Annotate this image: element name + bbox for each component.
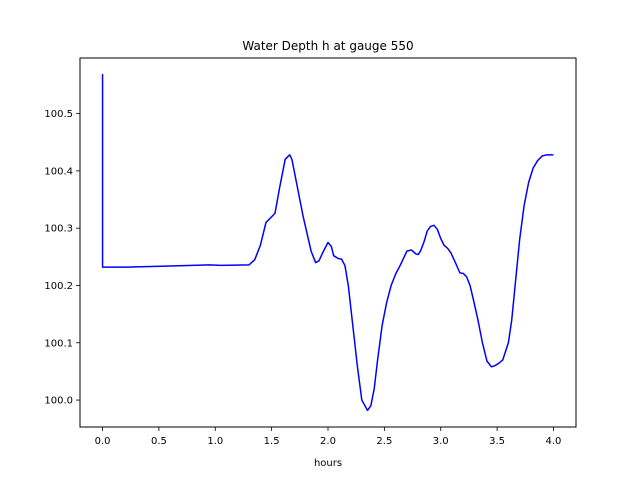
y-axis-ticks: 100.0 100.1 100.2 100.3 100.4 100.5 — [44, 109, 80, 407]
y-tick-label: 100.4 — [44, 166, 73, 177]
y-tick-label: 100.2 — [44, 281, 73, 292]
x-tick-label: 0.5 — [151, 436, 167, 447]
x-tick-label: 0.0 — [95, 436, 111, 447]
y-tick-label: 100.3 — [44, 224, 73, 235]
plot-frame — [79, 57, 577, 428]
x-tick-label: 1.5 — [264, 436, 280, 447]
x-tick-label: 3.0 — [433, 436, 449, 447]
x-tick-label: 4.0 — [546, 436, 562, 447]
x-tick-label: 3.5 — [489, 436, 505, 447]
x-tick-label: 2.0 — [320, 436, 336, 447]
x-tick-label: 1.0 — [207, 436, 223, 447]
x-axis-ticks: 0.0 0.5 1.0 1.5 2.0 2.5 3.0 3.5 4.0 — [95, 427, 562, 447]
x-tick-label: 2.5 — [376, 436, 392, 447]
x-axis-label: hours — [314, 458, 342, 469]
chart-title: Water Depth h at gauge 550 — [242, 39, 413, 53]
y-tick-label: 100.1 — [44, 338, 73, 349]
y-tick-label: 100.0 — [44, 396, 73, 407]
plot-area — [101, 73, 554, 412]
y-tick-label: 100.5 — [44, 109, 73, 120]
series-line-0 — [101, 73, 554, 412]
